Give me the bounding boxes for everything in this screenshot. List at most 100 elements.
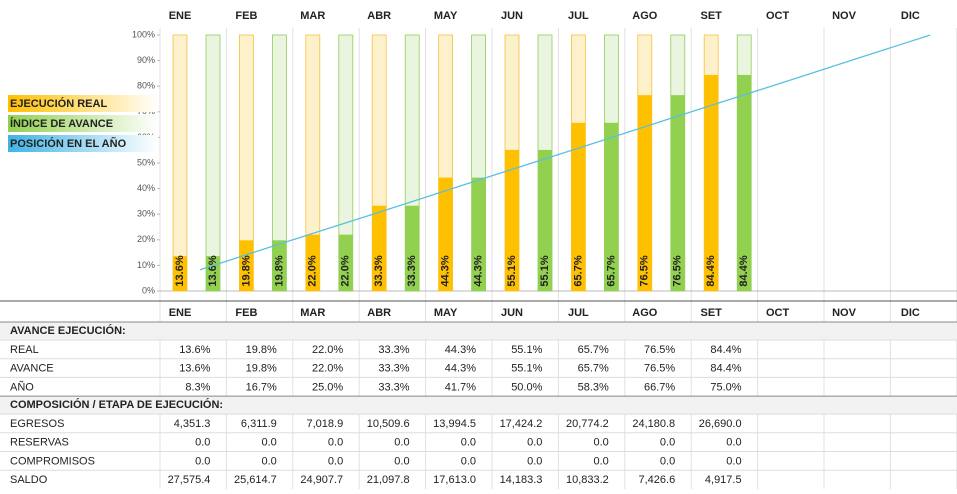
column-header: DIC — [901, 307, 920, 319]
x-tick-label: MAY — [434, 10, 458, 22]
cell: 0.0 — [394, 455, 409, 467]
cell: 50.0% — [511, 381, 542, 393]
bar — [737, 74, 752, 291]
cell: 26,690.0 — [699, 418, 742, 430]
cell: 24,180.8 — [632, 418, 675, 430]
cell: 0.0 — [461, 437, 476, 449]
column-header: MAY — [434, 307, 458, 319]
cell: 44.3% — [445, 344, 476, 356]
bar-label: 44.3% — [473, 255, 485, 286]
bar — [405, 205, 420, 291]
y-tick-label: 20% — [137, 234, 155, 244]
section-title: AVANCE EJECUCIÓN: — [10, 324, 126, 337]
y-tick-label: 40% — [137, 183, 155, 193]
cell: 0.0 — [195, 437, 210, 449]
y-tick-label: 10% — [137, 260, 155, 270]
cell: 0.0 — [394, 437, 409, 449]
column-header: SET — [700, 307, 722, 319]
row-label: COMPROMISOS — [10, 455, 95, 467]
bar — [272, 240, 287, 291]
y-tick-label: 50% — [137, 157, 155, 167]
section-header-bg — [0, 322, 957, 340]
x-tick-label: JUL — [568, 10, 589, 22]
cell: 22.0% — [312, 344, 343, 356]
bar-label: 84.4% — [705, 255, 717, 286]
bar-background — [172, 34, 188, 292]
bar-label: 44.3% — [440, 255, 452, 286]
x-tick-label: AGO — [632, 10, 658, 22]
x-tick-label: OCT — [766, 10, 790, 22]
cell: 10,833.2 — [566, 474, 609, 486]
cell: 0.0 — [527, 455, 542, 467]
row-label: RESERVAS — [10, 437, 69, 449]
bar — [438, 177, 453, 291]
cell: 0.0 — [328, 437, 343, 449]
column-header: ENE — [169, 307, 192, 319]
cell: 4,351.3 — [174, 418, 211, 430]
cell: 25.0% — [312, 381, 343, 393]
cell: 76.5% — [644, 344, 675, 356]
bar-label: 55.1% — [539, 255, 551, 286]
bar-label: 13.6% — [174, 255, 186, 286]
line — [199, 34, 931, 271]
bar — [173, 256, 187, 291]
y-tick-label: 0% — [142, 285, 155, 295]
cell: 0.0 — [594, 437, 609, 449]
cell: 0.0 — [594, 455, 609, 467]
bar-label: 65.7% — [572, 255, 584, 286]
bar — [704, 74, 719, 291]
cell: 0.0 — [726, 455, 741, 467]
x-tick-label: SET — [700, 10, 722, 22]
row-label: SALDO — [10, 474, 48, 486]
cell: 13,994.5 — [433, 418, 476, 430]
bar — [372, 205, 387, 291]
x-tick-label: FEB — [235, 10, 257, 22]
cell: 33.3% — [378, 344, 409, 356]
cell: 55.1% — [511, 363, 542, 375]
bar — [637, 95, 652, 291]
cell: 84.4% — [710, 363, 741, 375]
bar-label: 33.3% — [373, 255, 385, 286]
column-header: MAR — [300, 307, 325, 319]
legend-label: POSICIÓN EN EL AÑO — [10, 137, 127, 150]
cell: 0.0 — [262, 437, 277, 449]
cell: 25,614.7 — [234, 474, 277, 486]
bar-label: 19.8% — [273, 255, 285, 286]
column-header: AGO — [632, 307, 658, 319]
column-header: ABR — [367, 307, 391, 319]
cell: 22.0% — [312, 363, 343, 375]
bar — [338, 234, 353, 291]
cell: 19.8% — [246, 363, 277, 375]
cell: 27,575.4 — [168, 474, 211, 486]
cell: 6,311.9 — [241, 418, 277, 430]
cell: 0.0 — [195, 455, 210, 467]
x-tick-label: DIC — [901, 10, 920, 22]
legend-swatch — [8, 115, 158, 132]
cell: 44.3% — [445, 363, 476, 375]
bar-label: 55.1% — [506, 255, 518, 286]
bar-label: 33.3% — [406, 255, 418, 286]
bar-label: 13.6% — [207, 255, 219, 286]
y-tick-label: 100% — [132, 29, 155, 39]
row-label: REAL — [10, 344, 39, 356]
bar — [538, 149, 552, 291]
cell: 8.3% — [185, 381, 210, 393]
x-tick-label: ABR — [367, 10, 391, 22]
y-tick-label: 90% — [137, 55, 155, 65]
cell: 24,907.7 — [300, 474, 343, 486]
bar — [305, 234, 320, 291]
cell: 55.1% — [511, 344, 542, 356]
section-header-bg — [0, 396, 957, 415]
cell: 65.7% — [578, 344, 609, 356]
bar — [670, 95, 685, 291]
legend-label: EJECUCIÓN REAL — [10, 97, 107, 110]
cell: 19.8% — [246, 344, 277, 356]
column-header: JUL — [568, 307, 589, 319]
column-header: FEB — [235, 307, 257, 319]
bar-background — [205, 34, 221, 292]
cell: 7,018.9 — [306, 418, 343, 430]
cell: 41.7% — [445, 381, 476, 393]
cell: 13.6% — [179, 363, 210, 375]
row-label: EGRESOS — [10, 418, 64, 430]
